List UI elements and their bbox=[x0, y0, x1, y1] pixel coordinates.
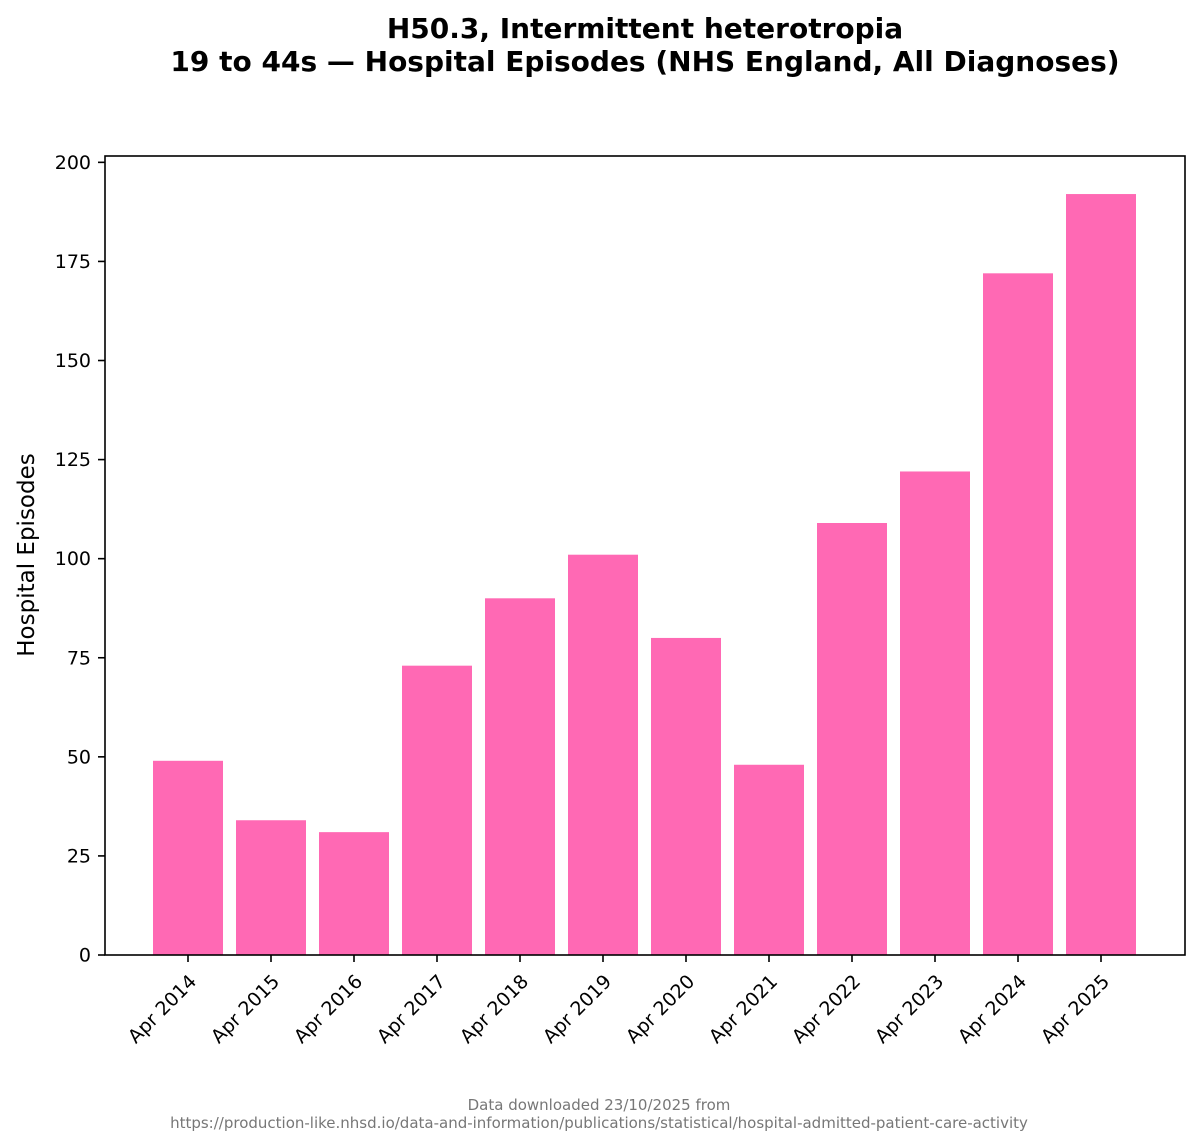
y-tick-label: 150 bbox=[55, 350, 91, 372]
bar bbox=[1066, 194, 1136, 956]
y-axis-label: Hospital Episodes bbox=[14, 453, 40, 656]
y-tick-label: 75 bbox=[67, 647, 91, 669]
bar bbox=[402, 665, 472, 955]
source-note-line-1: Data downloaded 23/10/2025 from bbox=[467, 1096, 731, 1114]
y-tick-label: 200 bbox=[55, 152, 91, 174]
bar bbox=[568, 554, 638, 955]
source-note-line-2: https://production-like.nhsd.io/data-and… bbox=[170, 1114, 1028, 1132]
x-tick-label: Apr 2015 bbox=[207, 971, 284, 1048]
bar bbox=[153, 760, 223, 955]
x-tick-label: Apr 2021 bbox=[705, 971, 782, 1048]
chart-title-line-2: 19 to 44s — Hospital Episodes (NHS Engla… bbox=[170, 45, 1120, 78]
bar bbox=[900, 471, 970, 955]
bar bbox=[236, 820, 306, 955]
bar bbox=[734, 764, 804, 955]
y-tick-label: 100 bbox=[55, 548, 91, 570]
y-tick-label: 175 bbox=[55, 251, 91, 273]
bar bbox=[485, 598, 555, 955]
bar bbox=[651, 637, 721, 955]
bar bbox=[319, 832, 389, 955]
x-tick-label: Apr 2025 bbox=[1037, 971, 1114, 1048]
y-tick-label: 0 bbox=[79, 945, 91, 967]
chart-title-line-1: H50.3, Intermittent heterotropia bbox=[386, 12, 904, 45]
x-tick-label: Apr 2014 bbox=[124, 971, 201, 1048]
bar bbox=[817, 523, 887, 955]
x-tick-label: Apr 2022 bbox=[788, 971, 865, 1048]
plot-frame bbox=[104, 155, 1186, 956]
x-tick-label: Apr 2018 bbox=[456, 971, 533, 1048]
x-tick-label: Apr 2019 bbox=[539, 971, 616, 1048]
x-tick-label: Apr 2016 bbox=[290, 971, 367, 1048]
x-tick-label: Apr 2023 bbox=[871, 971, 948, 1048]
x-tick-label: Apr 2020 bbox=[622, 971, 699, 1048]
y-tick-label: 50 bbox=[67, 746, 91, 768]
x-tick-label: Apr 2024 bbox=[954, 971, 1031, 1048]
y-tick-label: 125 bbox=[55, 449, 91, 471]
bar bbox=[983, 273, 1053, 956]
y-tick-label: 25 bbox=[67, 845, 91, 867]
x-tick-label: Apr 2017 bbox=[373, 971, 450, 1048]
